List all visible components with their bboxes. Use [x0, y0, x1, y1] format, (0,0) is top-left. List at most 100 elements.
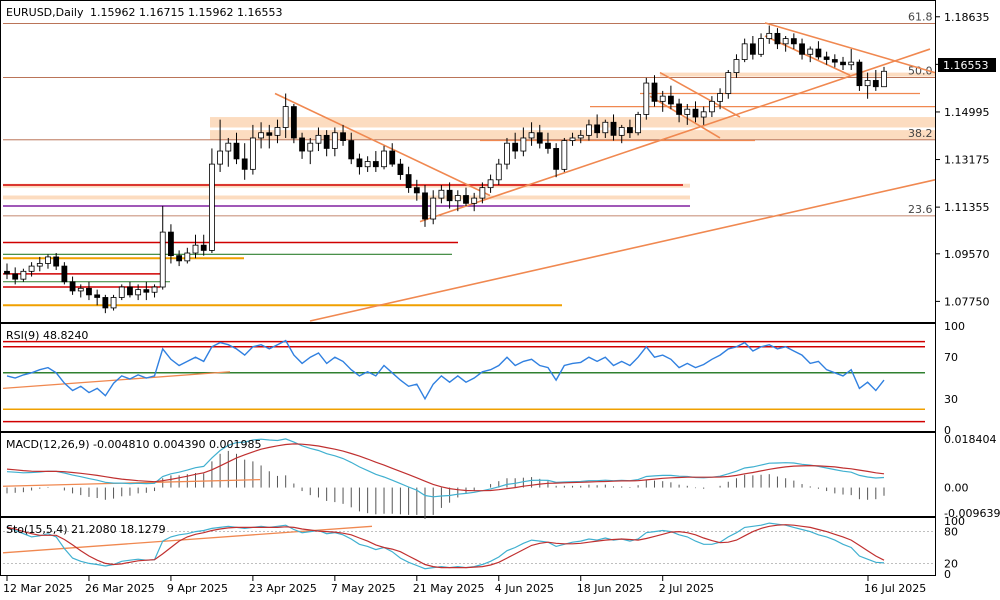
candle[interactable] [159, 205, 166, 290]
candle[interactable] [438, 185, 445, 204]
candle[interactable] [200, 234, 207, 256]
price-pane[interactable]: 61.8 50.0 38.2 23.6 [3, 10, 936, 322]
candle[interactable] [749, 35, 756, 60]
candle[interactable] [397, 158, 404, 180]
candle[interactable] [266, 124, 273, 149]
candle[interactable] [4, 263, 10, 280]
candle[interactable] [692, 101, 699, 123]
candle[interactable] [741, 38, 748, 63]
candle[interactable] [520, 127, 527, 157]
candle[interactable] [389, 143, 396, 167]
candle[interactable] [225, 137, 232, 167]
candle[interactable] [118, 284, 125, 301]
candle[interactable] [807, 46, 814, 63]
candle[interactable] [36, 256, 43, 272]
candle[interactable] [577, 130, 584, 144]
candle[interactable] [168, 224, 174, 264]
candle[interactable] [53, 253, 60, 271]
candle[interactable] [405, 166, 412, 193]
candle[interactable] [249, 124, 256, 175]
candle[interactable] [471, 192, 478, 212]
candle[interactable] [569, 132, 576, 146]
candle[interactable] [274, 119, 281, 144]
candle[interactable] [348, 132, 355, 165]
candle[interactable] [594, 114, 601, 138]
candle[interactable] [315, 127, 322, 152]
candle[interactable] [717, 88, 723, 110]
candle[interactable] [422, 185, 428, 227]
candle[interactable] [651, 75, 658, 107]
candle[interactable] [340, 124, 346, 146]
candle[interactable] [840, 56, 846, 70]
candle[interactable] [307, 137, 314, 165]
candle[interactable] [430, 190, 437, 225]
candle[interactable] [610, 114, 617, 141]
candle[interactable] [864, 72, 871, 99]
candle[interactable] [299, 132, 305, 159]
candle[interactable] [479, 182, 486, 204]
candle[interactable] [790, 33, 797, 50]
candle[interactable] [77, 284, 84, 298]
candle[interactable] [413, 179, 420, 201]
candle[interactable] [602, 119, 609, 138]
candle[interactable] [708, 96, 715, 118]
candle[interactable] [512, 132, 519, 159]
candle[interactable] [528, 122, 535, 146]
candle[interactable] [823, 51, 830, 65]
candle[interactable] [635, 111, 642, 136]
candle[interactable] [504, 137, 510, 170]
candle[interactable] [758, 33, 764, 57]
candle[interactable] [627, 119, 633, 138]
candle[interactable] [12, 267, 19, 285]
candle[interactable] [356, 153, 363, 175]
candle[interactable] [782, 35, 789, 52]
candle[interactable] [495, 158, 502, 186]
candle[interactable] [143, 281, 150, 301]
candle[interactable] [331, 127, 338, 157]
candle[interactable] [643, 77, 650, 120]
candle[interactable] [61, 262, 68, 285]
candle[interactable] [700, 106, 707, 125]
candle[interactable] [659, 90, 666, 112]
candle[interactable] [676, 98, 682, 123]
candle[interactable] [290, 103, 297, 144]
candle[interactable] [725, 69, 732, 99]
candle[interactable] [217, 119, 224, 172]
candle[interactable] [545, 132, 551, 154]
candle[interactable] [127, 281, 133, 298]
candle[interactable] [323, 130, 330, 157]
candle[interactable] [94, 289, 101, 306]
candle[interactable] [848, 49, 855, 70]
candle[interactable] [815, 41, 822, 60]
candle[interactable] [881, 66, 887, 88]
candle[interactable] [69, 276, 76, 295]
candle[interactable] [364, 156, 371, 172]
candle[interactable] [774, 28, 781, 50]
candle[interactable] [135, 284, 142, 301]
candle[interactable] [209, 148, 215, 254]
candle[interactable] [618, 124, 625, 144]
candle[interactable] [454, 190, 461, 212]
candle[interactable] [733, 54, 740, 78]
candle[interactable] [176, 250, 183, 267]
candle[interactable] [872, 69, 879, 91]
candle[interactable] [110, 294, 117, 311]
candle[interactable] [86, 281, 92, 301]
candle[interactable] [20, 268, 27, 282]
candle[interactable] [102, 294, 109, 314]
candle[interactable] [282, 93, 289, 138]
candle[interactable] [241, 143, 248, 180]
candle[interactable] [667, 85, 674, 110]
candle[interactable] [28, 262, 35, 277]
candle[interactable] [684, 103, 691, 125]
candle[interactable] [151, 284, 158, 298]
candle[interactable] [536, 124, 543, 149]
macd-pane[interactable]: 0.018404 0.00 -0.009639 [2, 433, 1000, 520]
candle[interactable] [831, 54, 838, 68]
candle[interactable] [372, 151, 379, 172]
candle[interactable] [446, 182, 453, 209]
candle[interactable] [487, 174, 494, 193]
candle[interactable] [463, 187, 469, 206]
